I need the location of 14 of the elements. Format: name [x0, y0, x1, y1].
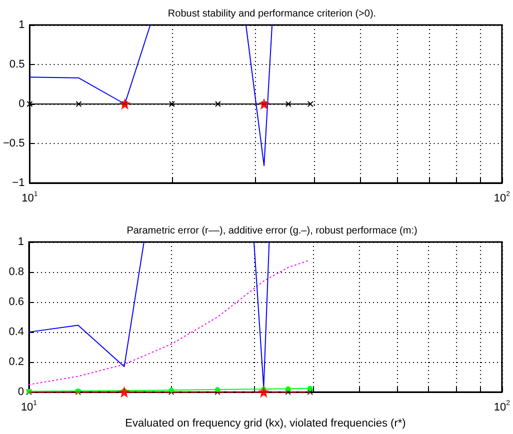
y-tick-label: 0	[18, 386, 24, 398]
y-tick-label: 0.6	[8, 296, 24, 308]
chart-title: Robust stability and performance criterion (>0).	[168, 8, 376, 20]
y-tick-label: 0.4	[8, 326, 24, 338]
y-tick-label: −0.5	[2, 138, 25, 150]
y-tick-label: 0	[18, 98, 25, 110]
chart-title: Parametric error (r––), additive error (g.–), robust performace (m:)	[126, 226, 418, 236]
y-tick-label: 0.5	[9, 58, 25, 70]
y-tick-label: 0.2	[8, 356, 24, 368]
x-axis-title: Evaluated on frequency grid (kx), violated frequencies (r*)	[125, 418, 406, 430]
y-tick-label: −1	[12, 177, 25, 189]
y-tick-label: 0.8	[8, 266, 24, 278]
y-tick-label: 1	[18, 19, 25, 31]
y-tick-label: 1	[18, 236, 24, 248]
